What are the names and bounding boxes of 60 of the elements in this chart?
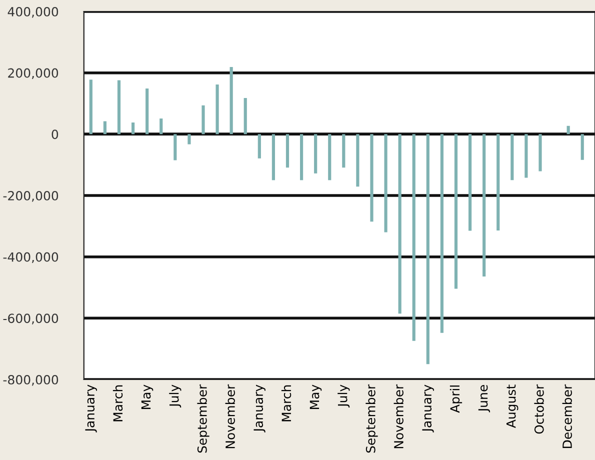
bar [356, 134, 360, 187]
y-tick-label: 400,000 [8, 6, 58, 18]
bar [412, 134, 416, 341]
bar [580, 134, 584, 160]
x-tick-label: October [534, 384, 544, 434]
y-tick-label: 0 [52, 130, 58, 140]
bar [174, 134, 177, 160]
x-tick-label: April [450, 386, 462, 413]
x-tick-label: September [197, 384, 210, 453]
bar [230, 67, 233, 134]
bar [160, 118, 163, 134]
x-tick-label: August [506, 384, 518, 428]
bar [496, 134, 500, 230]
x-tick-label: March [112, 385, 123, 422]
x-tick-label: March [281, 385, 292, 422]
bar [117, 80, 121, 134]
bar [398, 134, 402, 314]
x-tick-label: January [422, 384, 434, 432]
bar [202, 105, 205, 134]
bar [482, 134, 486, 276]
x-tick-label: November [225, 384, 235, 448]
bar [328, 134, 332, 180]
bar [272, 134, 275, 180]
bar [286, 134, 290, 168]
bar [89, 80, 92, 134]
bar [454, 134, 458, 289]
y-tick-label: -800,000 [3, 374, 58, 386]
bar [300, 134, 304, 180]
y-tick-label: -600,000 [3, 314, 58, 324]
bar [510, 134, 514, 180]
bar [524, 134, 528, 178]
bar [370, 134, 374, 222]
bar [426, 134, 430, 364]
bar [258, 134, 261, 158]
bar [146, 88, 149, 134]
y-tick-label: -200,000 [3, 190, 58, 202]
x-tick-label: July [169, 384, 182, 408]
x-tick-label: January [254, 384, 266, 432]
bar [244, 98, 247, 134]
bar [538, 134, 542, 172]
bar [314, 134, 318, 174]
x-tick-label: January [85, 384, 97, 432]
x-tick-label: May [141, 384, 154, 409]
bar [131, 122, 135, 134]
y-tick-label: 200,000 [8, 68, 58, 80]
bar [188, 134, 191, 144]
x-tick-label: November [394, 384, 404, 448]
x-tick-label: June [478, 385, 490, 412]
x-tick-label: December [562, 384, 572, 448]
bar [566, 126, 570, 134]
x-tick-label: July [338, 384, 350, 408]
x-tick-label: September [366, 384, 378, 453]
bar [440, 134, 444, 333]
bar [468, 134, 472, 231]
bar [384, 134, 388, 232]
bar [216, 84, 219, 134]
y-tick-label: -400,000 [3, 252, 58, 264]
bar [103, 121, 106, 134]
x-tick-label: May [310, 384, 322, 409]
bar [342, 134, 346, 168]
